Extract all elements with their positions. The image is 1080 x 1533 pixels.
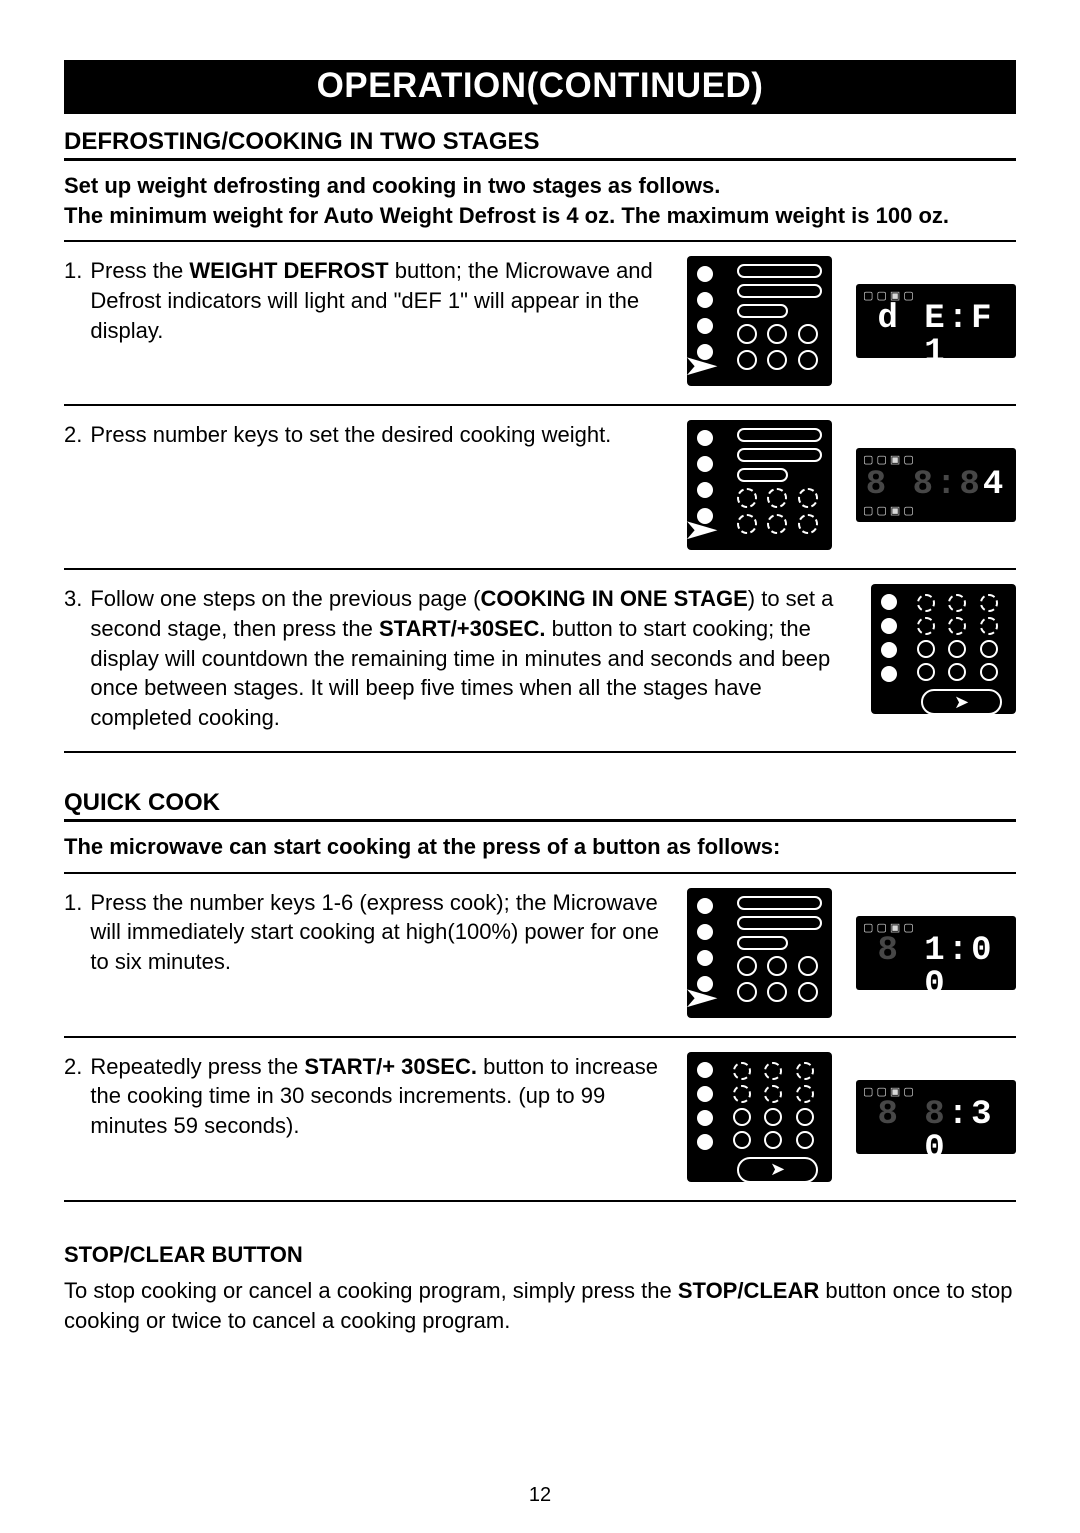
step-body: Follow one steps on the previous page (C… <box>90 584 847 732</box>
defrost-step-1: 1. Press the WEIGHT DEFROST button; the … <box>64 242 1016 406</box>
step-number: 1. <box>64 888 82 977</box>
digital-display-icon: ▢ ▢ ▣ ▢ 8 8:3 0 ▢ ▢ ▣ ▢ <box>856 1080 1016 1154</box>
keypad-icon: ➤ <box>687 888 832 1018</box>
step-body: Repeatedly press the START/+ 30SEC. butt… <box>90 1052 663 1141</box>
display-text: d E:F 1 <box>863 302 1009 370</box>
quick-cook-heading: QUICK COOK <box>64 789 1016 822</box>
defrost-intro: Set up weight defrosting and cooking in … <box>64 171 1016 242</box>
keypad-start-icon: ➤ <box>687 1052 832 1182</box>
quick-step-1: 1. Press the number keys 1-6 (express co… <box>64 874 1016 1038</box>
step-body: Press the WEIGHT DEFROST button; the Mic… <box>90 256 663 345</box>
step-body: Press number keys to set the desired coo… <box>90 420 663 450</box>
step-number: 3. <box>64 584 82 732</box>
defrost-step-2: 2. Press number keys to set the desired … <box>64 406 1016 570</box>
step-number: 2. <box>64 420 82 450</box>
quick-cook-intro: The microwave can start cooking at the p… <box>64 832 1016 874</box>
digital-display-icon: ▢ ▢ ▣ ▢ 8 1:0 0 ▢ ▢ ▣ ▢ <box>856 916 1016 990</box>
keypad-icon: ➤ <box>687 420 832 550</box>
digital-display-icon: ▢ ▢ ▣ ▢ 8 8:84 ▢ ▢ ▣ ▢ <box>856 448 1016 522</box>
step-body: Press the number keys 1-6 (express cook)… <box>90 888 663 977</box>
stop-clear-body: To stop cooking or cancel a cooking prog… <box>64 1276 1016 1338</box>
defrost-intro-line2: The minimum weight for Auto Weight Defro… <box>64 201 1016 231</box>
keypad-start-icon: ➤ <box>871 584 1016 714</box>
defrost-heading: DEFROSTING/COOKING IN TWO STAGES <box>64 128 1016 161</box>
quick-step-2: 2. Repeatedly press the START/+ 30SEC. b… <box>64 1038 1016 1202</box>
page-title-bar: OPERATION(CONTINUED) <box>64 60 1016 114</box>
digital-display-icon: ▢ ▢ ▣ ▢ d E:F 1 ▢ ▢ ▣ ▢ <box>856 284 1016 358</box>
keypad-icon: ➤ <box>687 256 832 386</box>
defrost-intro-line1: Set up weight defrosting and cooking in … <box>64 171 1016 201</box>
step-number: 2. <box>64 1052 82 1141</box>
step-number: 1. <box>64 256 82 345</box>
defrost-step-3: 3. Follow one steps on the previous page… <box>64 570 1016 752</box>
page-title: OPERATION(CONTINUED) <box>317 66 764 105</box>
page-number: 12 <box>0 1484 1080 1507</box>
stop-clear-heading: STOP/CLEAR BUTTON <box>64 1242 1016 1268</box>
